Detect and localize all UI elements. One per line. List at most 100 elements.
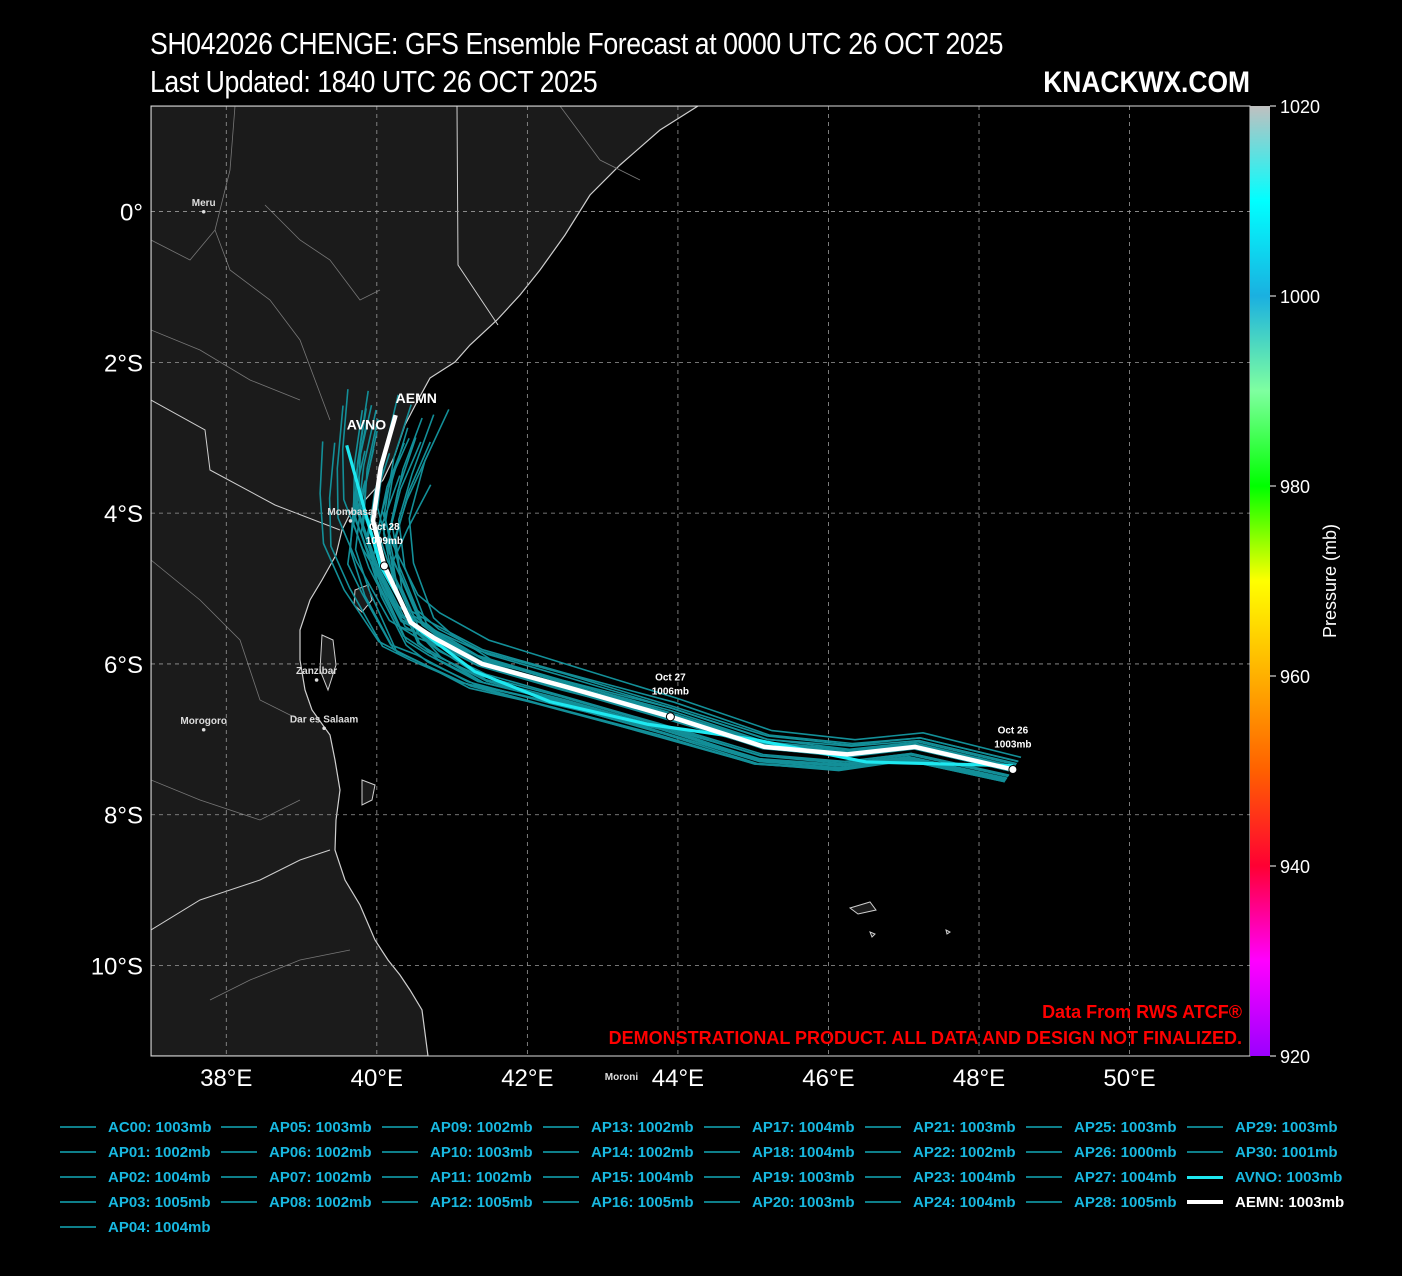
legend-label: AP23: 1004mb [913, 1168, 1016, 1186]
forecast-point-pressure: 1003mb [994, 739, 1031, 750]
land-africa [151, 106, 700, 1056]
forecast-point-marker [1008, 764, 1018, 774]
city-label: Morogoro [180, 716, 227, 727]
legend-line-swatch [704, 1151, 740, 1153]
track-markers: Oct 26 1003mb Oct 27 1006mb Oct 28 1009mb [366, 522, 1032, 774]
legend-line-swatch [60, 1201, 96, 1203]
colorbar-tick-label: 960 [1280, 667, 1310, 687]
legend-item: AP24: 1004mb [865, 1190, 1016, 1214]
forecast-point-pressure: 1009mb [366, 536, 403, 547]
colorbar-label: Pressure (mb) [1320, 524, 1340, 638]
legend-line-swatch [865, 1126, 901, 1128]
legend-line-swatch [1187, 1151, 1223, 1153]
chart-subtitle: Last Updated: 1840 UTC 26 OCT 2025 [150, 64, 598, 99]
ensemble-member-track [386, 437, 1009, 778]
legend-label: AP29: 1003mb [1235, 1118, 1338, 1136]
city-label: Zanzibar [296, 666, 337, 677]
legend-line-swatch [865, 1176, 901, 1178]
legend-line-swatch [543, 1151, 579, 1153]
ensemble-member-track [357, 390, 1019, 763]
legend-line-swatch [865, 1151, 901, 1153]
forecast-point-marker [379, 561, 389, 571]
legend-label: AP24: 1004mb [913, 1193, 1016, 1211]
legend-line-swatch [382, 1126, 418, 1128]
legend-item: AP27: 1004mb [1026, 1165, 1177, 1189]
legend-label: AP20: 1003mb [752, 1193, 855, 1211]
legend-label: AP27: 1004mb [1074, 1168, 1177, 1186]
ensemble-member-track [371, 475, 1006, 782]
city-label: Mombasa [327, 507, 374, 518]
legend-line-swatch [60, 1126, 96, 1128]
city-labels: Meru Mombasa Zanzibar Morogoro Dar es Salaam [180, 198, 374, 732]
legend-label: AP21: 1003mb [913, 1118, 1016, 1136]
forecast-point-pressure: 1006mb [652, 687, 689, 698]
legend-item: AP05: 1003mb [221, 1115, 372, 1139]
legend-item: AP10: 1003mb [382, 1140, 533, 1164]
city-dot [348, 519, 353, 523]
legend-line-swatch [60, 1151, 96, 1153]
city-dot [322, 726, 326, 731]
legend-item: AP18: 1004mb [704, 1140, 855, 1164]
forecast-point-date: Oct 27 [655, 673, 686, 684]
colorbar-tick-label: 940 [1280, 857, 1310, 877]
legend-line-swatch [1187, 1200, 1223, 1204]
legend-item: AP09: 1002mb [382, 1115, 533, 1139]
legend-item: AP29: 1003mb [1187, 1115, 1338, 1139]
legend-item: AP06: 1002mb [221, 1140, 372, 1164]
legend-line-swatch [704, 1201, 740, 1203]
legend-label: AEMN: 1003mb [1235, 1193, 1345, 1211]
legend-label: AP16: 1005mb [591, 1193, 694, 1211]
city-dot [201, 209, 206, 214]
legend-label: AVNO: 1003mb [1235, 1168, 1343, 1186]
lon-label: 46°E [802, 1065, 854, 1092]
legend-line-swatch [704, 1176, 740, 1178]
legend-label: AC00: 1003mb [108, 1118, 212, 1136]
legend-label: AP30: 1001mb [1235, 1143, 1338, 1161]
forecast-point-date: Oct 28 [369, 522, 400, 533]
legend-item: AP03: 1005mb [60, 1190, 211, 1214]
legend-line-swatch [221, 1151, 257, 1153]
legend-line-swatch [543, 1201, 579, 1203]
lat-label: 10°S [91, 954, 143, 981]
legend-label: AP05: 1003mb [269, 1118, 372, 1136]
legend-line-swatch [1026, 1126, 1062, 1128]
legend-label: AP28: 1005mb [1074, 1193, 1177, 1211]
legend-label: AP22: 1002mb [913, 1143, 1016, 1161]
lon-label: 40°E [351, 1065, 403, 1092]
legend-line-swatch [382, 1176, 418, 1178]
lon-label: 50°E [1103, 1065, 1155, 1092]
legend-label: AP17: 1004mb [752, 1118, 855, 1136]
legend-line-swatch [1187, 1175, 1223, 1179]
legend-line-swatch [221, 1201, 257, 1203]
legend-label: AP03: 1005mb [108, 1193, 211, 1211]
legend-label: AP08: 1002mb [269, 1193, 372, 1211]
legend-item: AP01: 1002mb [60, 1140, 211, 1164]
avno-track-label: AVNO [347, 416, 387, 432]
legend-item: AP20: 1003mb [704, 1190, 855, 1214]
legend-item: AP15: 1004mb [543, 1165, 694, 1189]
legend-line-swatch [543, 1176, 579, 1178]
city-dot [314, 678, 319, 682]
forecast-point-date: Oct 26 [998, 725, 1029, 736]
legend-item: AP19: 1003mb [704, 1165, 855, 1189]
legend-line-swatch [382, 1201, 418, 1203]
latitude-labels: 0° 2°S 4°S 6°S 8°S 10°S [91, 200, 143, 981]
legend-line-swatch [382, 1151, 418, 1153]
colorbar-tick-label: 980 [1280, 477, 1310, 497]
city-dot [201, 727, 206, 732]
legend-item: AP08: 1002mb [221, 1190, 372, 1214]
legend-item: AP23: 1004mb [865, 1165, 1016, 1189]
legend-item: AP13: 1002mb [543, 1115, 694, 1139]
legend-line-swatch [221, 1126, 257, 1128]
legend-line-swatch [221, 1176, 257, 1178]
legend-item: AP12: 1005mb [382, 1190, 533, 1214]
legend-item: AP22: 1002mb [865, 1140, 1016, 1164]
ensemble-member-track [382, 427, 1010, 776]
legend-label: AP14: 1002mb [591, 1143, 694, 1161]
legend-label: AP04: 1004mb [108, 1218, 211, 1236]
legend-item: AP17: 1004mb [704, 1115, 855, 1139]
legend-label: AP07: 1002mb [269, 1168, 372, 1186]
colorbar-tick-label: 1020 [1280, 97, 1320, 117]
legend-label: AP12: 1005mb [430, 1193, 533, 1211]
lon-label: 42°E [501, 1065, 553, 1092]
